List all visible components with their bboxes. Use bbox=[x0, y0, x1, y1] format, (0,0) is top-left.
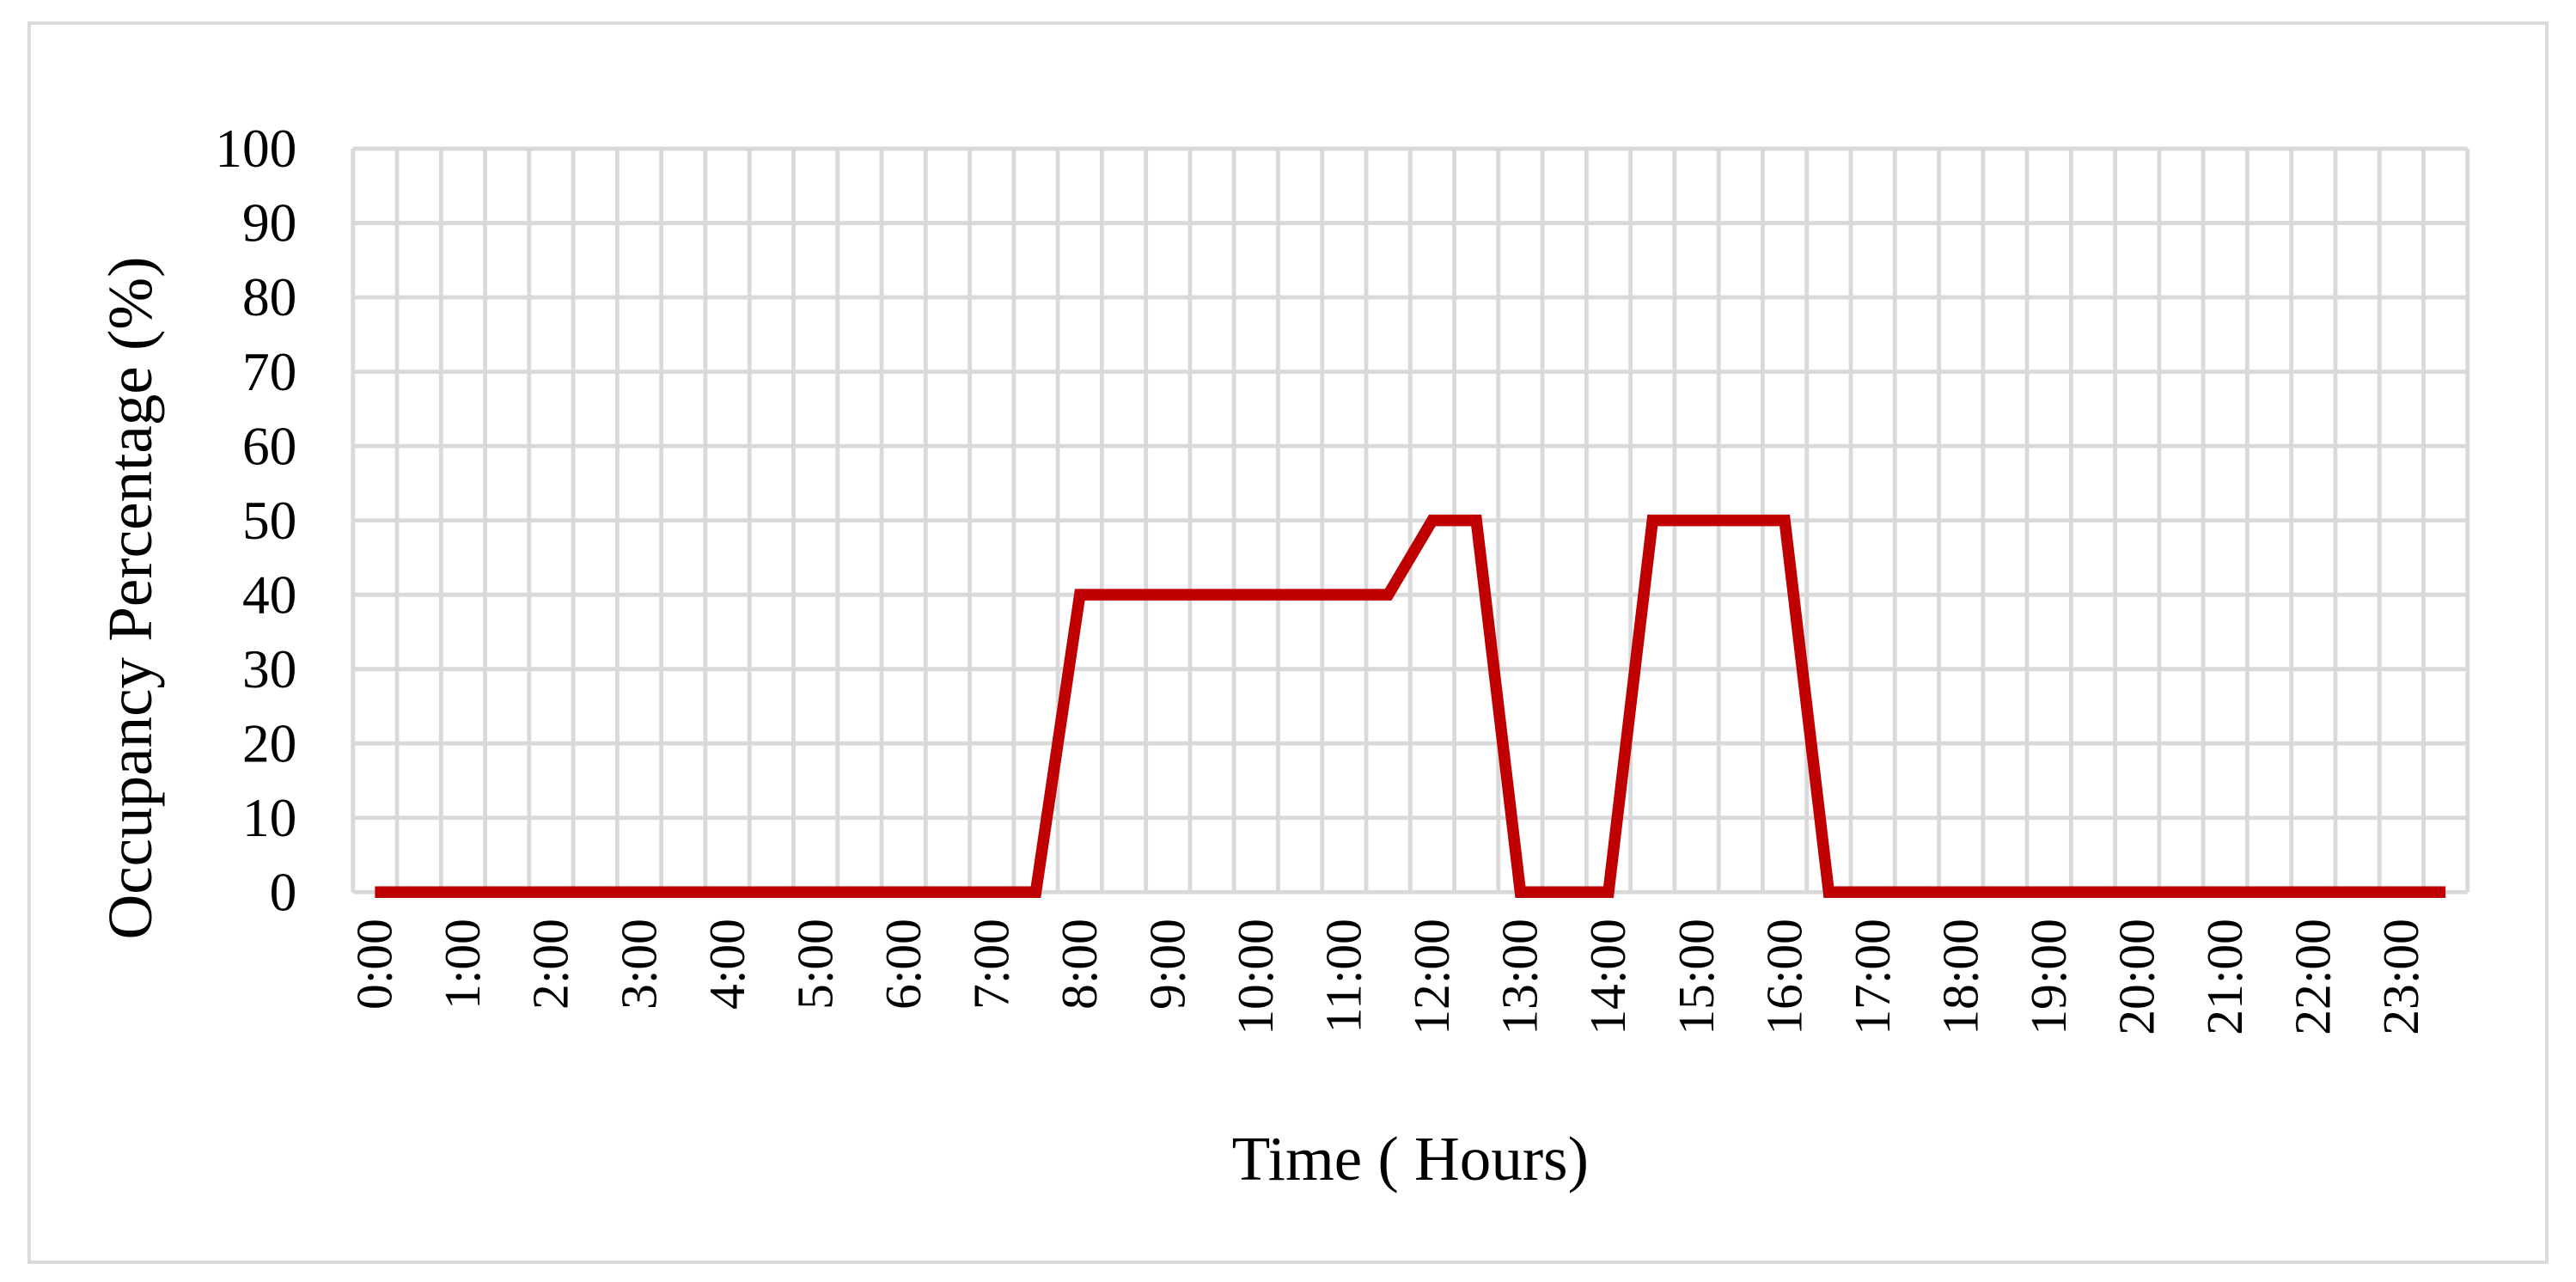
y-tick-label: 80 bbox=[242, 266, 296, 327]
x-tick-label: 22:00 bbox=[2285, 919, 2341, 1035]
y-tick-label: 70 bbox=[242, 341, 296, 402]
y-tick-label: 0 bbox=[270, 861, 297, 922]
y-tick-label: 100 bbox=[215, 118, 296, 179]
x-tick-label: 12:00 bbox=[1403, 919, 1460, 1035]
x-tick-label: 9:00 bbox=[1139, 919, 1196, 1010]
x-tick-label: 17:00 bbox=[1844, 919, 1901, 1035]
x-tick-label: 21:00 bbox=[2196, 919, 2253, 1035]
x-tick-label: 16:00 bbox=[1755, 919, 1812, 1035]
x-tick-label: 8:00 bbox=[1051, 919, 1108, 1010]
x-tick-label: 5:00 bbox=[786, 919, 843, 1010]
x-tick-label: 7:00 bbox=[962, 919, 1019, 1010]
y-tick-label: 60 bbox=[242, 415, 296, 476]
y-tick-label: 50 bbox=[242, 490, 296, 551]
x-tick-label: 20:00 bbox=[2108, 919, 2164, 1035]
data-line bbox=[375, 514, 2446, 898]
y-tick-label: 10 bbox=[242, 787, 296, 848]
x-tick-label: 0:00 bbox=[346, 919, 403, 1010]
x-axis-title: Time ( Hours) bbox=[1232, 1124, 1589, 1193]
x-tick-label: 3:00 bbox=[610, 919, 667, 1010]
y-tick-label: 20 bbox=[242, 712, 296, 773]
x-tick-label: 2:00 bbox=[522, 919, 579, 1010]
x-tick-label: 19:00 bbox=[2020, 919, 2077, 1035]
x-tick-label: 15:00 bbox=[1668, 919, 1724, 1035]
y-axis-title: Occupancy Percentage (%) bbox=[95, 257, 165, 940]
x-tick-label: 4:00 bbox=[699, 919, 755, 1010]
x-tick-label: 6:00 bbox=[875, 919, 931, 1010]
x-tick-label: 23:00 bbox=[2372, 919, 2429, 1035]
x-tick-label: 13:00 bbox=[1492, 919, 1548, 1035]
x-tick-label: 1:00 bbox=[434, 919, 491, 1010]
y-tick-label: 30 bbox=[242, 638, 296, 699]
x-tick-label: 18:00 bbox=[1932, 919, 1988, 1035]
y-tick-label: 90 bbox=[242, 192, 296, 253]
y-tick-label: 40 bbox=[242, 564, 296, 625]
x-tick-label: 11:00 bbox=[1315, 919, 1372, 1034]
x-tick-label: 10:00 bbox=[1227, 919, 1284, 1035]
x-tick-label: 14:00 bbox=[1579, 919, 1636, 1035]
chart-frame bbox=[27, 21, 2549, 1264]
